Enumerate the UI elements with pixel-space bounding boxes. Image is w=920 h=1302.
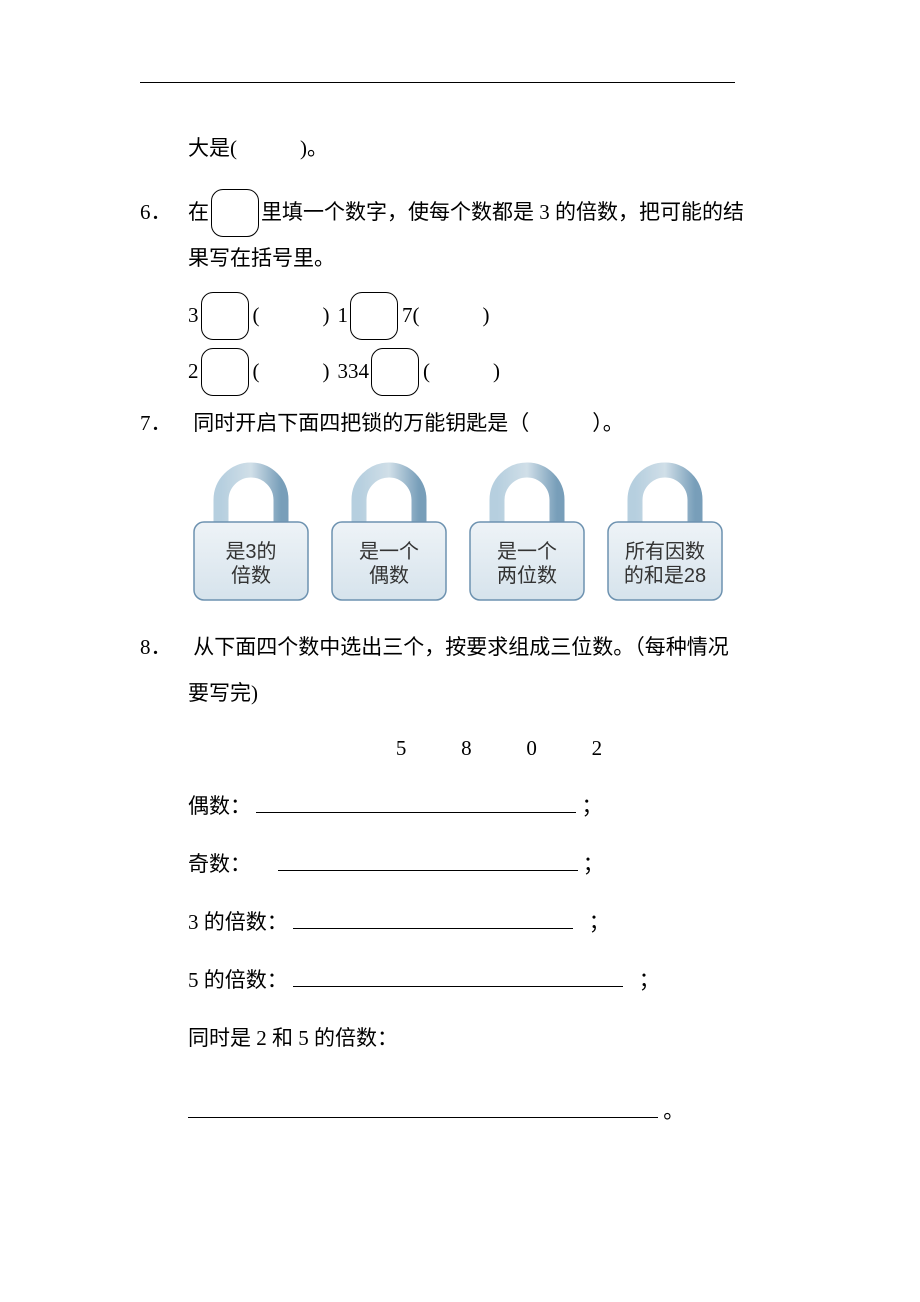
semicolon: ；	[582, 794, 603, 818]
lock-icon: 是3的倍数	[188, 456, 314, 606]
q6-prompt-after: 里填一个数字，使每个数都是 3 的倍数，把可能的结	[261, 189, 744, 235]
q8-mult3-label: 3 的倍数：	[188, 910, 288, 934]
q6-r1-b-before: 1	[338, 292, 349, 338]
q8-even-line: 偶数： ；	[188, 783, 810, 829]
answer-blank[interactable]	[256, 789, 576, 813]
q8-prompt-a: 从下面四个数中选出三个，按要求组成三位数。（每种情况	[193, 635, 729, 659]
blank-box-icon[interactable]	[350, 292, 398, 340]
q6-r2-b-before: 334	[338, 348, 370, 394]
q6-row1: 3 ( ) 1 7( )	[188, 292, 810, 338]
blank-box-icon[interactable]	[201, 292, 249, 340]
content-area: 大是( )。 6． 在 里填一个数字，使每个数都是 3 的倍数，把可能的结 果写…	[140, 125, 810, 1134]
q8-number: 8．	[140, 624, 188, 670]
q8-mult3-line: 3 的倍数： ；	[188, 899, 810, 945]
semicolon: ；	[583, 852, 604, 876]
q6-r2-a-paren[interactable]: ( )	[253, 348, 330, 394]
question-8: 8． 从下面四个数中选出三个，按要求组成三位数。（每种情况 要写完) 5 8 0…	[140, 624, 810, 1134]
lock-label: 所有因数的和是28	[602, 534, 728, 594]
q8-both25-blank-line: 。	[188, 1088, 810, 1134]
fragment-continuation: 大是( )。	[188, 125, 810, 171]
blank-box-icon[interactable]	[211, 189, 259, 237]
q8-odd-line: 奇数： ；	[188, 841, 810, 887]
q6-row2: 2 ( ) 334 ( )	[188, 348, 810, 394]
lock-label: 是3的倍数	[188, 534, 314, 594]
q8-digits: 5 8 0 2	[188, 725, 810, 771]
q6-r2-a-before: 2	[188, 348, 199, 394]
blank-box-icon[interactable]	[201, 348, 249, 396]
q8-digit: 2	[567, 725, 627, 771]
q6-prompt-before: 在	[188, 189, 209, 235]
semicolon: ；	[589, 910, 610, 934]
question-7: 7． 同时开启下面四把锁的万能钥匙是（ ）。 是3的倍数是一个偶数是一个两位数所…	[140, 400, 810, 606]
lock-icon: 是一个两位数	[464, 456, 590, 606]
header-rule	[140, 82, 735, 83]
answer-blank[interactable]	[293, 905, 573, 929]
q8-both25-line: 同时是 2 和 5 的倍数：	[188, 1015, 810, 1061]
q8-both25-label: 同时是 2 和 5 的倍数：	[188, 1026, 398, 1050]
answer-blank[interactable]	[188, 1094, 658, 1118]
period: 。	[663, 1099, 684, 1123]
semicolon: ；	[639, 968, 660, 992]
lock-label: 是一个两位数	[464, 534, 590, 594]
question-6: 6． 在 里填一个数字，使每个数都是 3 的倍数，把可能的结 果写在括号里。 3…	[140, 189, 810, 394]
q6-number: 6．	[140, 189, 188, 235]
answer-blank[interactable]	[293, 963, 623, 987]
q8-mult5-line: 5 的倍数： ；	[188, 957, 810, 1003]
lock-icon: 是一个偶数	[326, 456, 452, 606]
q8-even-label: 偶数：	[188, 794, 251, 818]
q6-r1-b-after[interactable]: 7( )	[402, 292, 490, 338]
q6-r2-b-paren[interactable]: ( )	[423, 348, 500, 394]
q6-prompt-line2: 果写在括号里。	[188, 246, 335, 270]
q6-r1-a-before: 3	[188, 292, 199, 338]
q8-digit: 0	[502, 725, 562, 771]
worksheet-page: 大是( )。 6． 在 里填一个数字，使每个数都是 3 的倍数，把可能的结 果写…	[0, 0, 920, 1194]
lock-icon: 所有因数的和是28	[602, 456, 728, 606]
answer-blank[interactable]	[278, 847, 578, 871]
blank-box-icon[interactable]	[371, 348, 419, 396]
q8-digit: 5	[371, 725, 431, 771]
q7-number: 7．	[140, 400, 188, 446]
q8-odd-label: 奇数：	[188, 852, 251, 876]
q8-digit: 8	[436, 725, 496, 771]
q8-prompt-b: 要写完)	[188, 681, 258, 705]
q8-mult5-label: 5 的倍数：	[188, 968, 288, 992]
q7-prompt: 同时开启下面四把锁的万能钥匙是（ ）。	[193, 411, 624, 435]
q6-r1-a-paren[interactable]: ( )	[253, 292, 330, 338]
lock-label: 是一个偶数	[326, 534, 452, 594]
fragment-text: 大是( )。	[188, 136, 328, 160]
locks-row: 是3的倍数是一个偶数是一个两位数所有因数的和是28	[188, 456, 810, 606]
